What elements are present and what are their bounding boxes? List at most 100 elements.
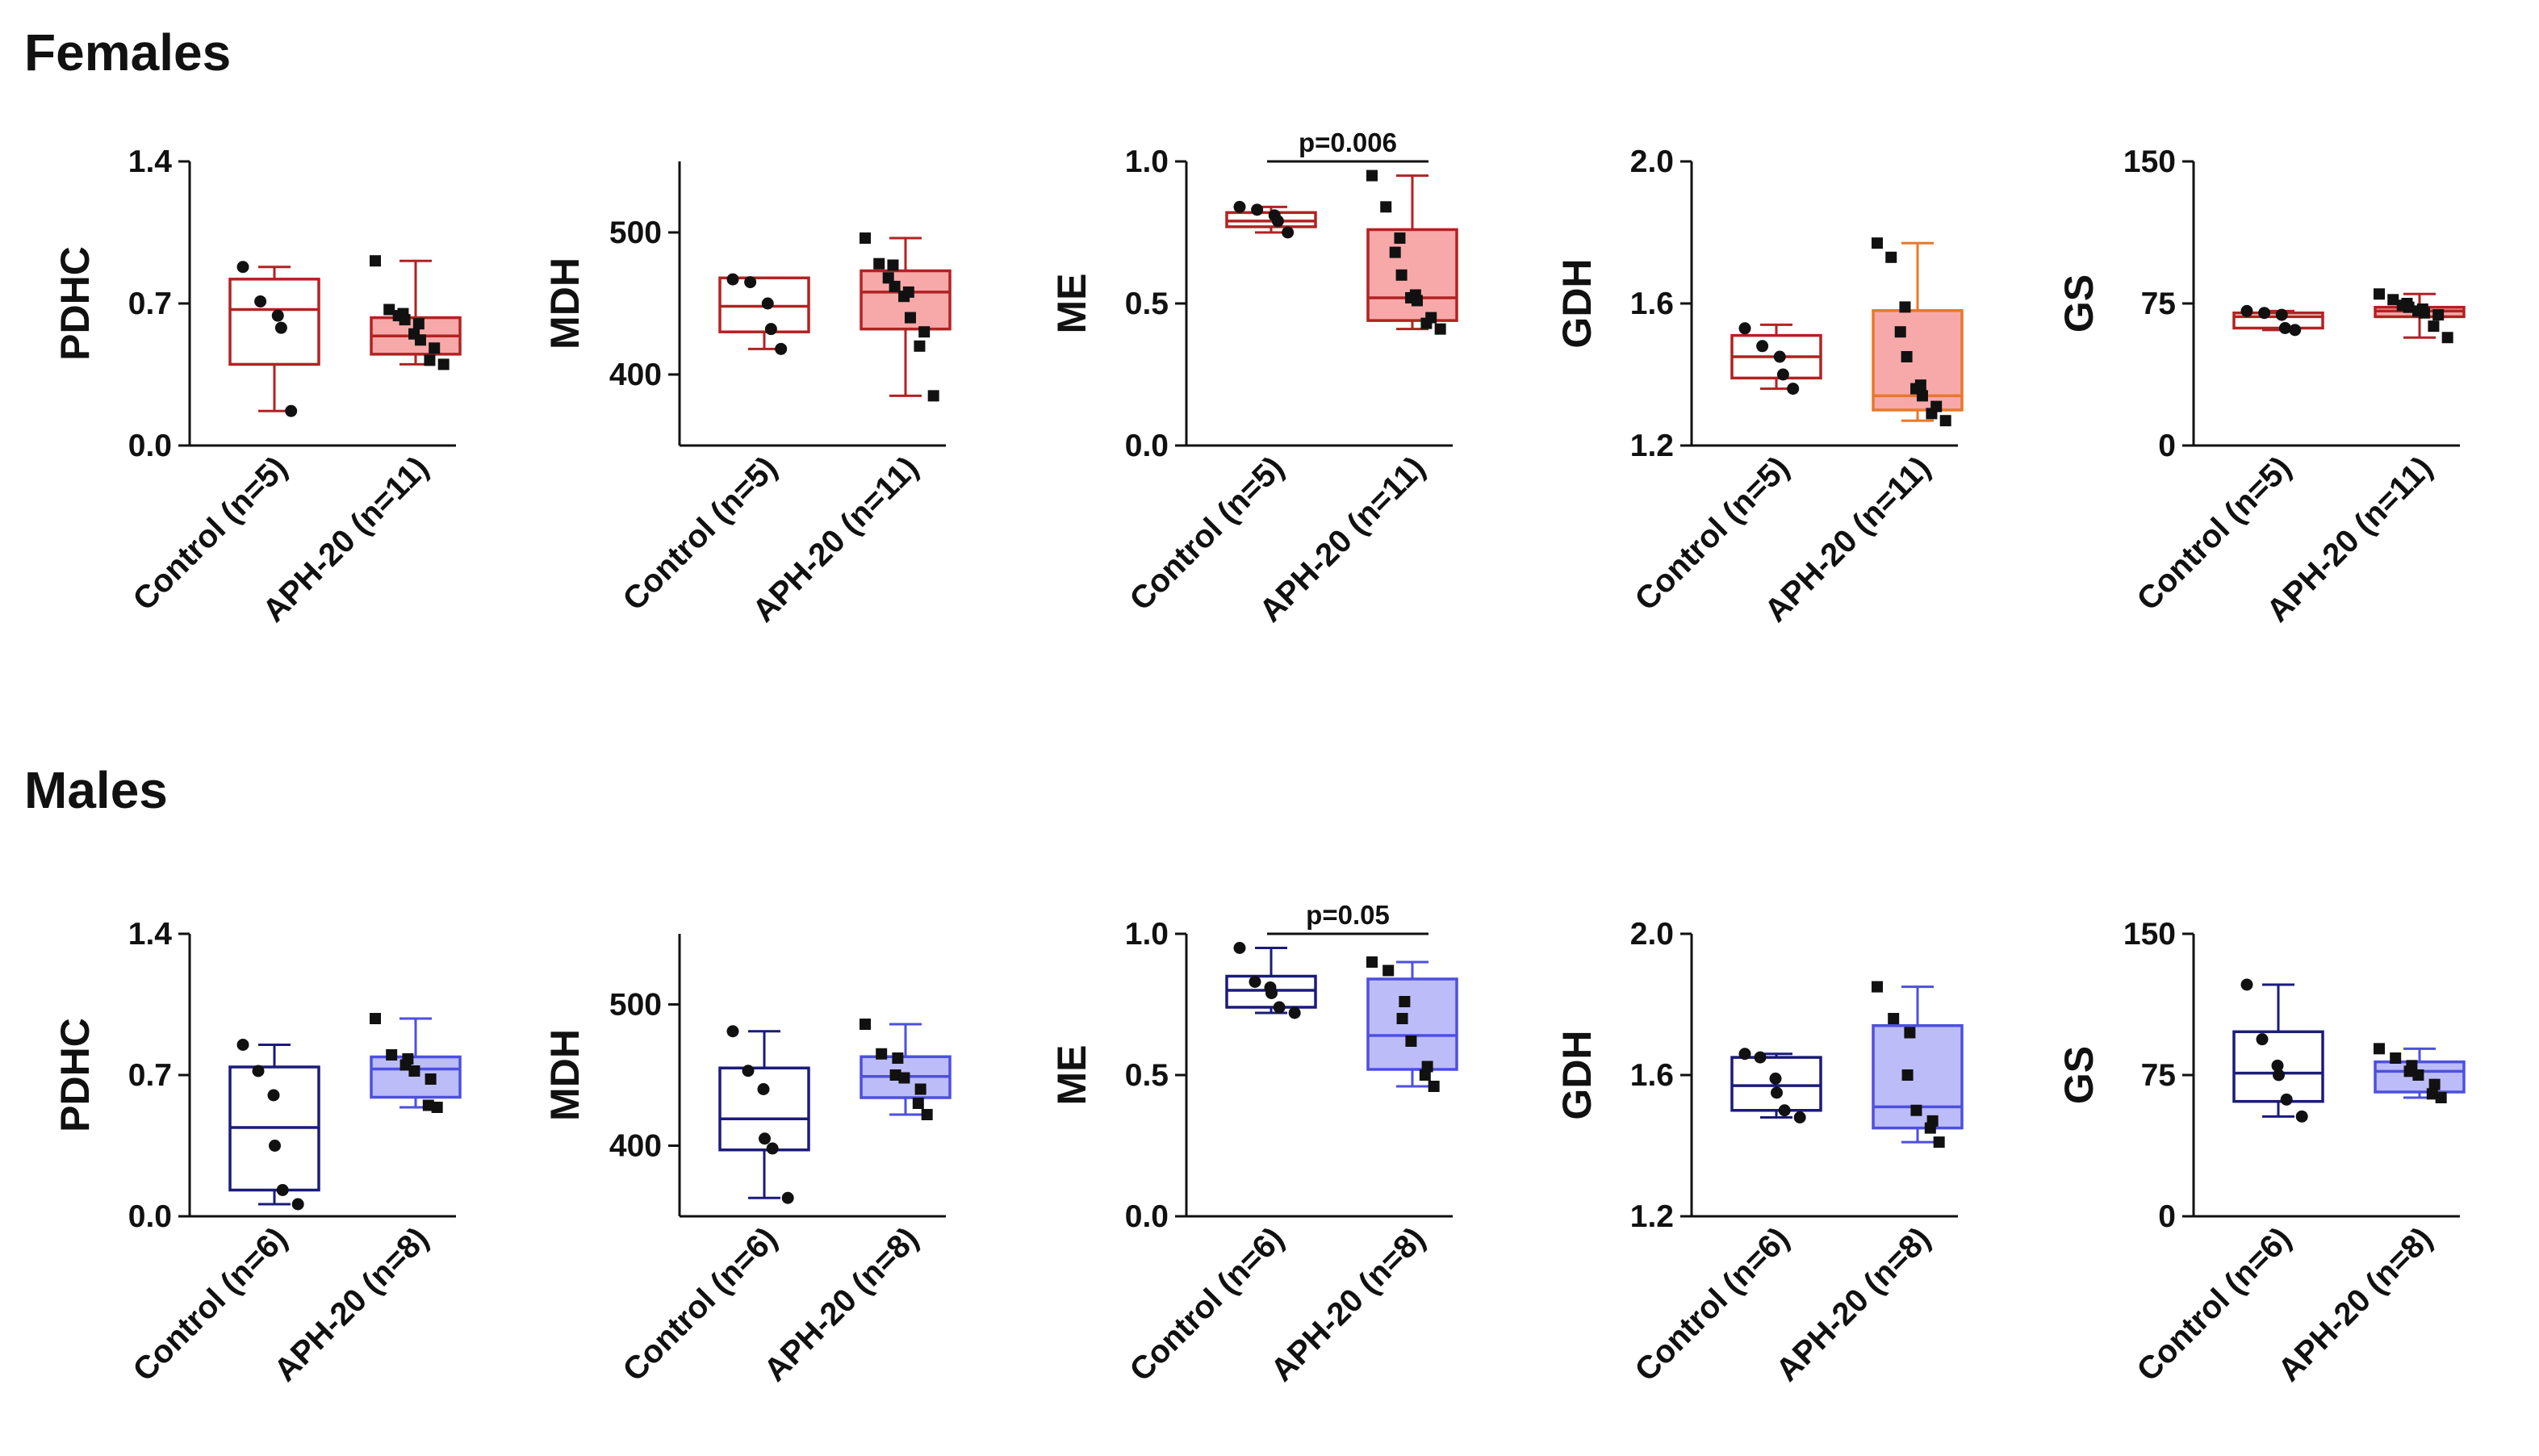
data-point-circle (761, 297, 774, 310)
data-point-square (2418, 307, 2430, 319)
data-point-square (2387, 294, 2399, 306)
data-point-circle (276, 1184, 289, 1196)
data-point-square (1366, 956, 1378, 968)
data-point-square (860, 1019, 871, 1030)
box-iqr (1366, 977, 1458, 1071)
data-point-square (425, 1073, 437, 1085)
data-point-circle (759, 1132, 771, 1145)
data-point-square (1420, 317, 1433, 329)
y-tick-label: 2.0 (1630, 144, 1674, 179)
data-point-square (383, 303, 395, 316)
data-point-circle (267, 1089, 280, 1102)
data-point-square (892, 1052, 904, 1064)
data-point-circle (1273, 1001, 1286, 1014)
data-point-circle (1793, 1111, 1806, 1123)
data-point-circle (764, 323, 777, 336)
data-point-circle (1271, 215, 1284, 228)
data-point-square (1394, 232, 1406, 245)
data-point-circle (726, 273, 739, 286)
data-point-circle (2271, 1059, 2284, 1072)
data-point-circle (1738, 1048, 1751, 1061)
data-point-square (2428, 320, 2440, 333)
y-tick-label: 0.5 (1125, 1058, 1169, 1093)
y-tick-label: 0.0 (1125, 1199, 1169, 1234)
data-point-square (1411, 295, 1423, 307)
data-point-square (889, 1069, 901, 1081)
data-point-circle (2240, 304, 2253, 317)
box-iqr (1730, 1056, 1822, 1112)
y-tick-label: 150 (2123, 917, 2176, 952)
data-point-square (424, 354, 436, 366)
y-tick-label: 0 (2158, 1199, 2176, 1234)
data-point-circle (775, 342, 788, 355)
data-point-square (370, 1013, 381, 1024)
data-point-circle (274, 321, 287, 334)
data-point-circle (1288, 1006, 1301, 1019)
data-point-square (370, 255, 381, 267)
data-point-square (914, 340, 926, 352)
p-value-label: p=0.006 (1299, 128, 1397, 157)
data-point-square (876, 1048, 888, 1060)
data-point-square (1872, 237, 1883, 249)
box-iqr (370, 1055, 462, 1099)
data-point-circle (291, 1198, 304, 1211)
data-point-circle (1754, 1051, 1767, 1064)
data-point-circle (757, 1083, 770, 1095)
data-point-circle (252, 1065, 265, 1077)
data-point-square (914, 1083, 927, 1095)
y-tick-label: 1.2 (1630, 429, 1674, 463)
data-point-square (2403, 1065, 2416, 1077)
y-axis-title: MDH (542, 257, 588, 349)
y-tick-label: 0.0 (1125, 429, 1169, 463)
data-point-square (1924, 1122, 1936, 1134)
data-point-circle (1265, 987, 1278, 999)
data-point-circle (1778, 1104, 1791, 1117)
data-point-square (429, 342, 441, 354)
y-tick-label: 500 (609, 988, 662, 1023)
data-point-circle (1282, 226, 1295, 239)
data-point-square (2374, 288, 2385, 300)
y-axis-title: PDHC (52, 246, 98, 361)
y-axis-title: MDH (542, 1029, 588, 1121)
y-tick-label: 500 (609, 215, 662, 250)
y-tick-label: 0.0 (128, 429, 172, 463)
data-point-circle (2273, 1069, 2285, 1082)
box-iqr (228, 278, 320, 366)
data-point-square (1901, 351, 1913, 362)
data-point-square (1901, 1069, 1914, 1081)
data-point-square (1380, 201, 1392, 213)
data-point-circle (236, 1039, 249, 1051)
y-tick-label: 1.6 (1630, 287, 1674, 321)
data-point-circle (2278, 322, 2291, 335)
data-point-square (921, 1109, 933, 1120)
y-tick-label: 75 (2141, 287, 2176, 321)
data-point-square (904, 312, 916, 324)
data-point-circle (236, 261, 249, 274)
data-point-square (408, 1065, 420, 1077)
y-axis-title: GDH (1554, 258, 1600, 348)
data-point-square (2412, 1069, 2424, 1081)
data-point-square (1395, 269, 1408, 281)
data-point-square (2390, 1052, 2402, 1064)
data-point-circle (1756, 340, 1769, 353)
y-axis-title: GS (2056, 1046, 2102, 1104)
y-tick-label: 0.5 (1125, 287, 1169, 321)
data-point-circle (2289, 324, 2302, 337)
y-tick-label: 0.0 (128, 1199, 172, 1234)
data-point-square (887, 259, 899, 271)
y-tick-label: 400 (609, 358, 662, 392)
data-point-square (2374, 1043, 2385, 1055)
data-point-circle (1771, 1086, 1783, 1099)
data-point-square (889, 280, 901, 292)
data-point-square (2403, 301, 2415, 313)
data-point-circle (1249, 976, 1261, 988)
data-point-square (1894, 326, 1906, 338)
data-point-circle (1773, 350, 1786, 363)
data-point-square (1872, 981, 1883, 993)
p-value-label: p=0.05 (1306, 900, 1390, 930)
y-tick-label: 1.6 (1630, 1058, 1674, 1093)
y-tick-label: 0.7 (128, 287, 172, 321)
data-point-square (1389, 246, 1401, 258)
data-point-square (1382, 964, 1395, 977)
data-point-square (860, 232, 871, 245)
